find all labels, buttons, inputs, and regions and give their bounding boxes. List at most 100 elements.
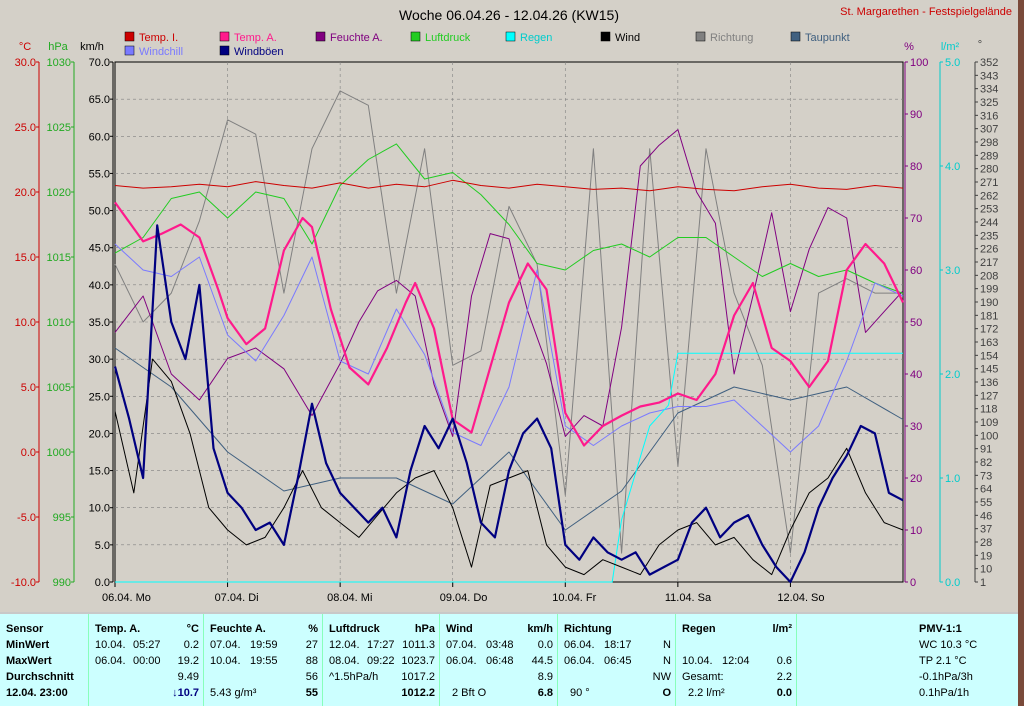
stats-wind-column: Wind km/h 07.04. 03:48 0.0 06.04. 06:48 44.5 … [440,614,558,706]
legend-swatch [695,31,706,42]
wind-max-date: 06.04. [446,655,477,667]
axis-unit-percent: % [904,41,914,53]
direction-axis-tick-label: 325 [980,97,998,109]
pressure-max-value: 1023.7 [401,655,435,667]
pressure-min-date: 12.04. [329,639,360,651]
temp-axis-tick-label: 0.0 [21,447,36,459]
direction-axis-tick-label: 19 [980,550,992,562]
direction-min-date: 06.04. [564,639,595,651]
series-windchill [114,243,904,453]
humidity-axis-tick-label: 60 [910,265,922,277]
legend-swatch [124,45,135,56]
wind-min-date: 07.04. [446,639,477,651]
rain-current-value: 0.0 [776,687,792,699]
temp-min-date: 10.04. [95,639,126,651]
wind-axis-tick-label: 40.0 [89,280,110,292]
direction-axis-tick-label: 181 [980,310,998,322]
series-temp-a [114,201,904,447]
humidity-axis-tick-label: 20 [910,473,922,485]
window-edge [1018,0,1024,706]
direction-axis-tick-label: 217 [980,257,998,269]
humidity-abs-value: 5.43 g/m³ [210,687,257,699]
pmv-line-windchill: WC 10.3 °C [919,639,978,651]
wind-axis-tick-label: 70.0 [89,57,110,69]
temp-max-time: 00:00 [133,655,161,667]
pmv-line-dewpoint: TP 2.1 °C [919,655,967,667]
humidity-max-date: 10.04. [210,655,241,667]
pressure-axis-tick-label: 995 [53,512,71,524]
pressure-min-time: 17:27 [367,639,395,651]
pmv-line-trend3h: -0.1hPa/3h [919,671,973,683]
pressure-trend: ^1.5hPa/h [329,671,379,683]
legend-swatch [600,31,611,42]
stats-direction-column: Richtung 06.04. 18:17 N 06.04. 06:45 N NW 90… [558,614,676,706]
x-tick-label: 12.04. So [777,592,824,604]
series-feuchte-a [114,129,904,437]
direction-axis-tick-label: 298 [980,137,998,149]
temp-axis-tick-label: 5.0 [21,382,36,394]
rain-today: 2.2 l/m² [688,687,725,699]
direction-axis-tick-label: 145 [980,364,998,376]
direction-axis-tick-label: 163 [980,337,998,349]
direction-axis-tick-label: 28 [980,537,992,549]
stats-rain-column: Regen l/m² 10.04. 12:04 0.6 Gesamt: 2.2 2.2 … [676,614,797,706]
wind-avg-value: 8.9 [537,671,553,683]
direction-axis-tick-label: 154 [980,350,998,362]
direction-axis-tick-label: 190 [980,297,998,309]
series-temp-i [114,179,904,192]
axis-unit-kmh: km/h [80,41,104,53]
temp-axis-tick-label: 15.0 [15,252,36,264]
axis-unit-rain: l/m² [941,41,960,53]
wind-axis-tick-label: 60.0 [89,131,110,143]
humidity-max-value: 88 [305,655,318,667]
axis-unit-degree: ° [978,39,982,51]
temp-max-date: 06.04. [95,655,126,667]
direction-min-value: N [663,639,671,651]
stats-temp-column: Temp. A. °C 10.04. 05:27 0.2 06.04. 00:00 19.… [89,614,204,706]
direction-axis-tick-label: 46 [980,510,992,522]
pressure-axis-tick-label: 990 [53,577,71,589]
direction-axis-tick-label: 262 [980,190,998,202]
temp-unit: °C [186,623,199,635]
direction-axis-tick-label: 91 [980,444,992,456]
humidity-current-value: 55 [305,687,318,699]
pressure-unit: hPa [414,623,435,635]
humidity-axis-tick-label: 80 [910,161,922,173]
rain-axis-tick-label: 1.0 [945,473,960,485]
direction-axis-tick-label: 352 [980,57,998,69]
direction-max-date: 06.04. [564,655,595,667]
temp-axis-tick-label: 20.0 [15,187,36,199]
direction-axis-tick-label: 343 [980,70,998,82]
wind-axis-tick-label: 65.0 [89,94,110,106]
rain-axis-tick-label: 5.0 [945,57,960,69]
stats-pressure-column: Luftdruck hPa 12.04. 17:27 1011.3 08.04. 09:… [323,614,440,706]
direction-axis-tick-label: 55 [980,497,992,509]
temp-avg-value: 9.49 [177,671,199,683]
series-richtung [114,90,903,554]
legend-label: Temp. A. [234,32,277,44]
wind-unit: km/h [527,623,553,635]
wind-axis-tick-label: 55.0 [89,168,110,180]
series-luftdruck [114,143,904,294]
rain-unit: l/m² [772,623,792,635]
direction-axis-tick-label: 280 [980,164,998,176]
direction-axis-tick-label: 253 [980,204,998,216]
legend-label: Windböen [234,46,284,58]
sensor-row-min: MinWert [6,639,50,651]
direction-current-value: O [662,687,671,699]
humidity-axis-tick-label: 0 [910,577,916,589]
pmv-header: PMV-1:1 [919,623,962,635]
x-tick-label: 10.04. Fr [552,592,596,604]
rain-axis-tick-label: 4.0 [945,161,960,173]
pressure-max-time: 09:22 [367,655,395,667]
temp-axis-tick-label: 25.0 [15,122,36,134]
series-wind [114,358,904,576]
sensor-row-avg: Durchschnitt [6,671,74,683]
wind-axis-tick-label: 30.0 [89,354,110,366]
direction-axis-tick-label: 118 [980,404,998,416]
pressure-axis-tick-label: 1030 [47,57,71,69]
humidity-max-time: 19:55 [250,655,278,667]
rain-total-value: 2.2 [776,671,792,683]
humidity-avg-value: 56 [305,671,318,683]
pmv-line-trend1h: 0.1hPa/1h [919,687,970,699]
